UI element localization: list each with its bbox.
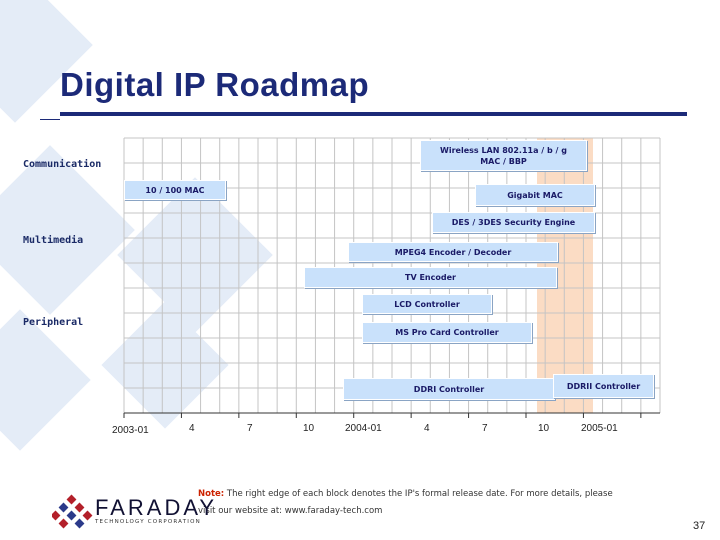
- x-tick-label: 7: [247, 423, 253, 434]
- title-underline-accent: [40, 119, 60, 120]
- block-ms-pro: MS Pro Card Controller: [362, 322, 532, 343]
- block-tv-encoder: TV Encoder: [304, 267, 557, 288]
- footnote: Note: The right edge of each block denot…: [198, 486, 658, 520]
- block-ddrii: DDRII Controller: [553, 374, 654, 398]
- block-lcd-controller: LCD Controller: [362, 294, 492, 314]
- slide-title: Digital IP Roadmap: [60, 66, 370, 103]
- x-tick-label: 4: [189, 423, 195, 434]
- footnote-text: The right edge of each block denotes the…: [224, 489, 613, 499]
- block-mpeg4: MPEG4 Encoder / Decoder: [348, 242, 558, 262]
- block-gigabit-mac: Gigabit MAC: [475, 184, 595, 206]
- x-tick-label: 2005-01: [581, 423, 618, 434]
- footnote-website[interactable]: visit our website at: www.faraday-tech.c…: [198, 506, 383, 516]
- block-10-100-mac: 10 / 100 MAC: [124, 180, 226, 200]
- x-tick-label: 10: [538, 423, 550, 434]
- faraday-logo-icon: [52, 494, 93, 529]
- x-tick-label: 7: [482, 423, 488, 434]
- block-ddri: DDRI Controller: [343, 378, 555, 400]
- block-wireless-lan: Wireless LAN 802.11a / b / g MAC / BBP: [420, 140, 587, 171]
- x-tick-label: 4: [424, 423, 430, 434]
- x-tick-label: 10: [303, 423, 315, 434]
- category-communication: Communication: [23, 159, 102, 170]
- page-number: 37: [693, 520, 706, 532]
- category-multimedia: Multimedia: [23, 235, 84, 246]
- x-tick-label: 2004-01: [345, 423, 382, 434]
- category-peripheral: Peripheral: [23, 317, 84, 328]
- x-tick-label: 2003-01: [112, 425, 149, 436]
- title-underline: [60, 112, 687, 116]
- brand-tagline: TECHNOLOGY CORPORATION: [95, 519, 201, 525]
- brand-name: FARADAY: [95, 495, 218, 520]
- block-des-3des: DES / 3DES Security Engine: [432, 212, 595, 233]
- footnote-label: Note:: [198, 489, 225, 499]
